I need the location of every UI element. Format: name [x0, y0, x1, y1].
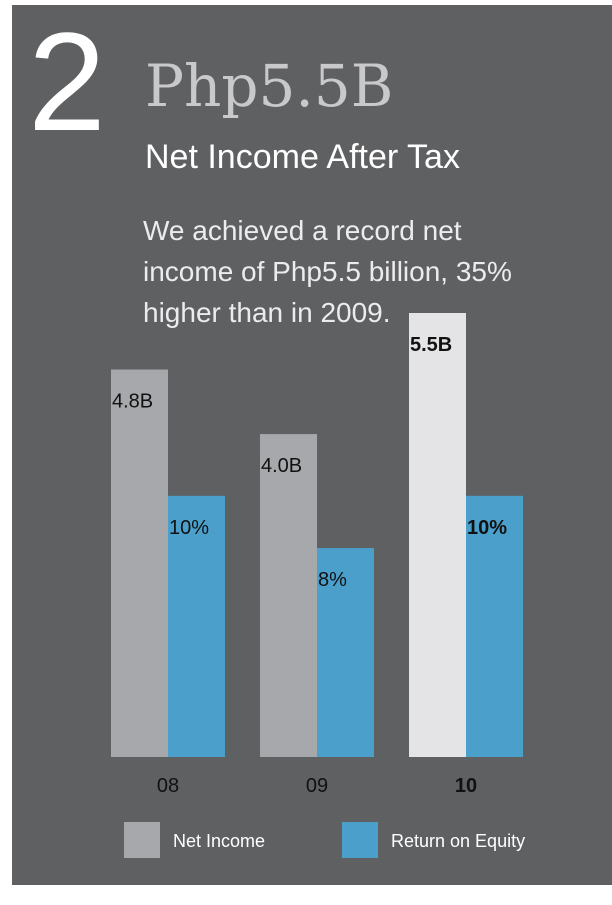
bar [409, 313, 466, 757]
legend-swatch [124, 822, 160, 858]
x-tick-label: 08 [157, 775, 179, 797]
description-line: higher than in 2009. [143, 297, 391, 328]
description-line: We achieved a record net [143, 215, 462, 246]
data-label: 4.8B [112, 391, 153, 413]
legend-swatch [342, 822, 378, 858]
legend-label: Net Income [173, 831, 265, 851]
bar [466, 495, 523, 757]
x-tick-label: 09 [306, 775, 328, 797]
x-tick-label: 10 [455, 775, 477, 797]
bar [168, 495, 225, 757]
data-label: 10% [467, 517, 507, 539]
bar [111, 369, 168, 757]
bar [260, 434, 317, 757]
legend-label: Return on Equity [391, 831, 525, 851]
data-label: 10% [169, 517, 209, 539]
bar [317, 548, 374, 757]
data-label: 5.5B [410, 334, 452, 356]
data-label: 4.0B [261, 455, 302, 477]
description-line: income of Php5.5 billion, 35% [143, 256, 512, 287]
chart-subtitle: Net Income After Tax [145, 138, 460, 176]
data-label: 8% [318, 569, 347, 591]
chart-title: Php5.5B [145, 52, 393, 120]
section-number: 2 [28, 3, 106, 160]
